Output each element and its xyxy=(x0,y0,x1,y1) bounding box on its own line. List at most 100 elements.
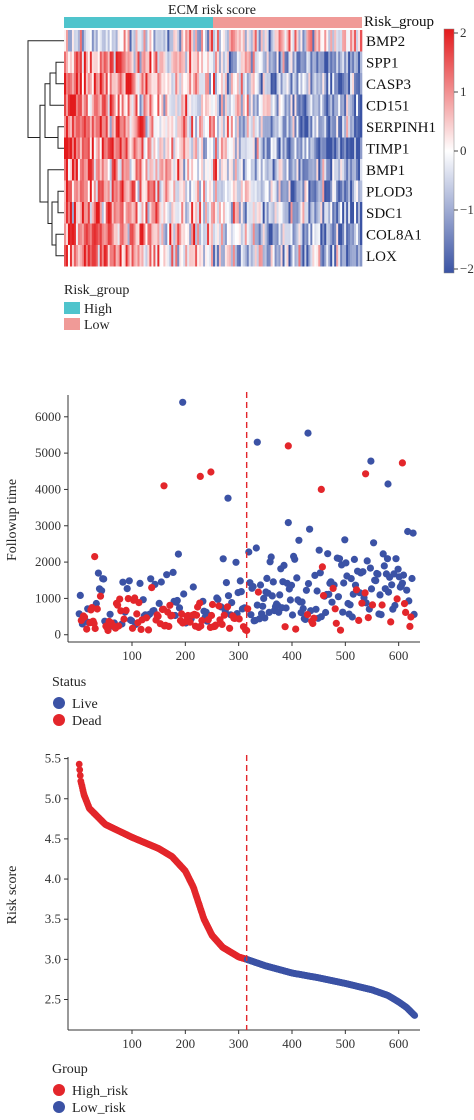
heatmap-cell xyxy=(256,30,259,52)
heatmap-cell xyxy=(195,116,198,138)
heatmap-cell xyxy=(71,30,75,52)
heatmap-cell xyxy=(322,30,325,52)
gene-label-timp1: TIMP1 xyxy=(366,141,409,157)
heatmap-cell xyxy=(205,94,208,116)
heatmap-cell xyxy=(87,116,91,138)
heatmap-cell xyxy=(169,223,172,245)
heatmap-cell xyxy=(89,73,93,95)
heatmap-cell xyxy=(85,180,89,202)
heatmap-cell xyxy=(177,159,180,181)
point-live xyxy=(304,580,313,588)
heatmap-cell xyxy=(262,116,265,138)
heatmap-cell xyxy=(149,51,152,73)
heatmap-cell xyxy=(340,223,343,245)
heatmap-cell xyxy=(254,223,258,245)
heatmap-cell xyxy=(296,116,299,138)
heatmap-cell xyxy=(91,202,95,224)
heatmap-cell xyxy=(336,159,339,181)
heatmap-cell xyxy=(246,51,250,73)
heatmap-title: ECM risk score xyxy=(168,3,256,18)
heatmap-cell xyxy=(169,202,172,224)
heatmap-cell xyxy=(268,51,271,73)
heatmap-cell xyxy=(153,116,156,138)
heatmap-cell xyxy=(69,116,73,138)
heatmap-cell xyxy=(266,180,269,202)
heatmap-cell xyxy=(330,180,333,202)
dendrogram-branch xyxy=(57,190,64,214)
heatmap-cell xyxy=(234,116,238,138)
heatmap-cell xyxy=(354,223,357,245)
heatmap-cell xyxy=(276,116,279,138)
heatmap-cell xyxy=(77,94,81,116)
heatmap-cell xyxy=(280,202,283,224)
heatmap-cell xyxy=(187,180,190,202)
heatmap-cell xyxy=(135,30,138,52)
heatmap-cell xyxy=(280,30,283,52)
legend-label-dead: Dead xyxy=(72,714,102,729)
heatmap-cell xyxy=(159,245,162,267)
heatmap-cell xyxy=(191,245,194,267)
heatmap-cell xyxy=(185,51,188,73)
heatmap-cell xyxy=(216,51,220,73)
heatmap-cell xyxy=(248,202,252,224)
heatmap-cell xyxy=(310,223,313,245)
heatmap-cell xyxy=(97,245,101,267)
heatmap-cell xyxy=(151,30,154,52)
heatmap-cell xyxy=(320,137,323,159)
heatmap-cell xyxy=(262,223,265,245)
heatmap-cell xyxy=(99,202,103,224)
heatmap-cell xyxy=(264,223,267,245)
heatmap-cell xyxy=(201,223,204,245)
heatmap-cell xyxy=(228,116,232,138)
heatmap-cell xyxy=(296,180,299,202)
point-live xyxy=(380,562,388,570)
point-live xyxy=(286,596,294,604)
point-dead xyxy=(215,602,223,610)
heatmap-cell xyxy=(216,137,220,159)
legend-swatch-low xyxy=(64,318,80,330)
annotation-high xyxy=(64,17,213,28)
heatmap-cell xyxy=(304,245,307,267)
point-dead xyxy=(402,608,410,617)
heatmap-cell xyxy=(224,159,228,181)
heatmap-cell xyxy=(97,159,101,181)
heatmap-cell xyxy=(119,30,122,52)
heatmap-cell xyxy=(159,51,162,73)
heatmap-cell xyxy=(145,137,148,159)
point-live xyxy=(260,594,268,603)
heatmap-cell xyxy=(185,137,188,159)
heatmap-cell xyxy=(330,116,333,138)
heatmap-cell xyxy=(254,202,258,224)
heatmap-cell xyxy=(159,73,162,95)
heatmap-cell xyxy=(99,137,103,159)
heatmap-cell xyxy=(209,51,212,73)
heatmap-cell xyxy=(340,245,343,267)
heatmap-cell xyxy=(177,51,180,73)
x-tick-label: 400 xyxy=(282,648,302,663)
heatmap-cell xyxy=(209,223,212,245)
heatmap-cell xyxy=(133,30,136,52)
heatmap-cell xyxy=(328,180,331,202)
point-live xyxy=(189,583,197,591)
point-live xyxy=(392,555,400,563)
heatmap-cell xyxy=(77,51,81,73)
heatmap-cell xyxy=(222,245,226,267)
heatmap-cell xyxy=(141,202,144,224)
heatmap-cell xyxy=(131,245,134,267)
heatmap-cell xyxy=(316,202,319,224)
heatmap-cell xyxy=(197,137,200,159)
heatmap-cell xyxy=(67,245,71,267)
heatmap-cell xyxy=(111,73,114,95)
heatmap-cell xyxy=(161,223,164,245)
point-live xyxy=(348,613,356,621)
heatmap-cell xyxy=(161,30,164,52)
heatmap-cell xyxy=(133,159,136,181)
heatmap-cell xyxy=(193,223,196,245)
heatmap-cell xyxy=(218,245,222,267)
heatmap-cell xyxy=(326,245,329,267)
heatmap-cell xyxy=(103,159,107,181)
heatmap-cell xyxy=(252,51,256,73)
heatmap-cell xyxy=(334,180,337,202)
